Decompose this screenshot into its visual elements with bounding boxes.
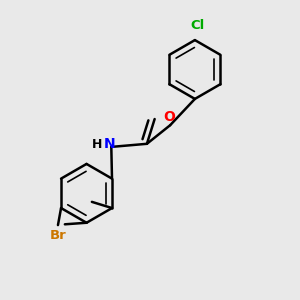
Text: H: H	[92, 138, 103, 151]
Text: N: N	[104, 137, 116, 152]
Text: O: O	[163, 110, 175, 124]
Text: Br: Br	[50, 229, 66, 242]
Text: Cl: Cl	[190, 19, 205, 32]
